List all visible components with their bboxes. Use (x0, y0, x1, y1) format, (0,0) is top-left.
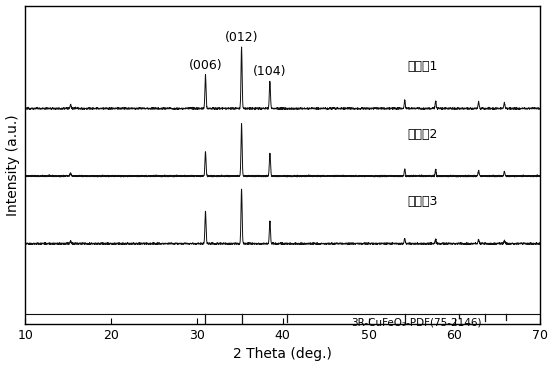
Text: (104): (104) (253, 65, 286, 78)
Text: (006): (006) (189, 59, 222, 72)
Text: (012): (012) (225, 31, 258, 44)
Text: 实施例2: 实施例2 (407, 128, 438, 141)
X-axis label: 2 Theta (deg.): 2 Theta (deg.) (233, 348, 332, 361)
Text: 实施例1: 实施例1 (407, 60, 438, 73)
Text: 3R-CuFeO₂-PDF(75-2146): 3R-CuFeO₂-PDF(75-2146) (351, 317, 482, 328)
Y-axis label: Intensity (a.u.): Intensity (a.u.) (6, 114, 19, 215)
Text: 实施例3: 实施例3 (407, 195, 438, 208)
